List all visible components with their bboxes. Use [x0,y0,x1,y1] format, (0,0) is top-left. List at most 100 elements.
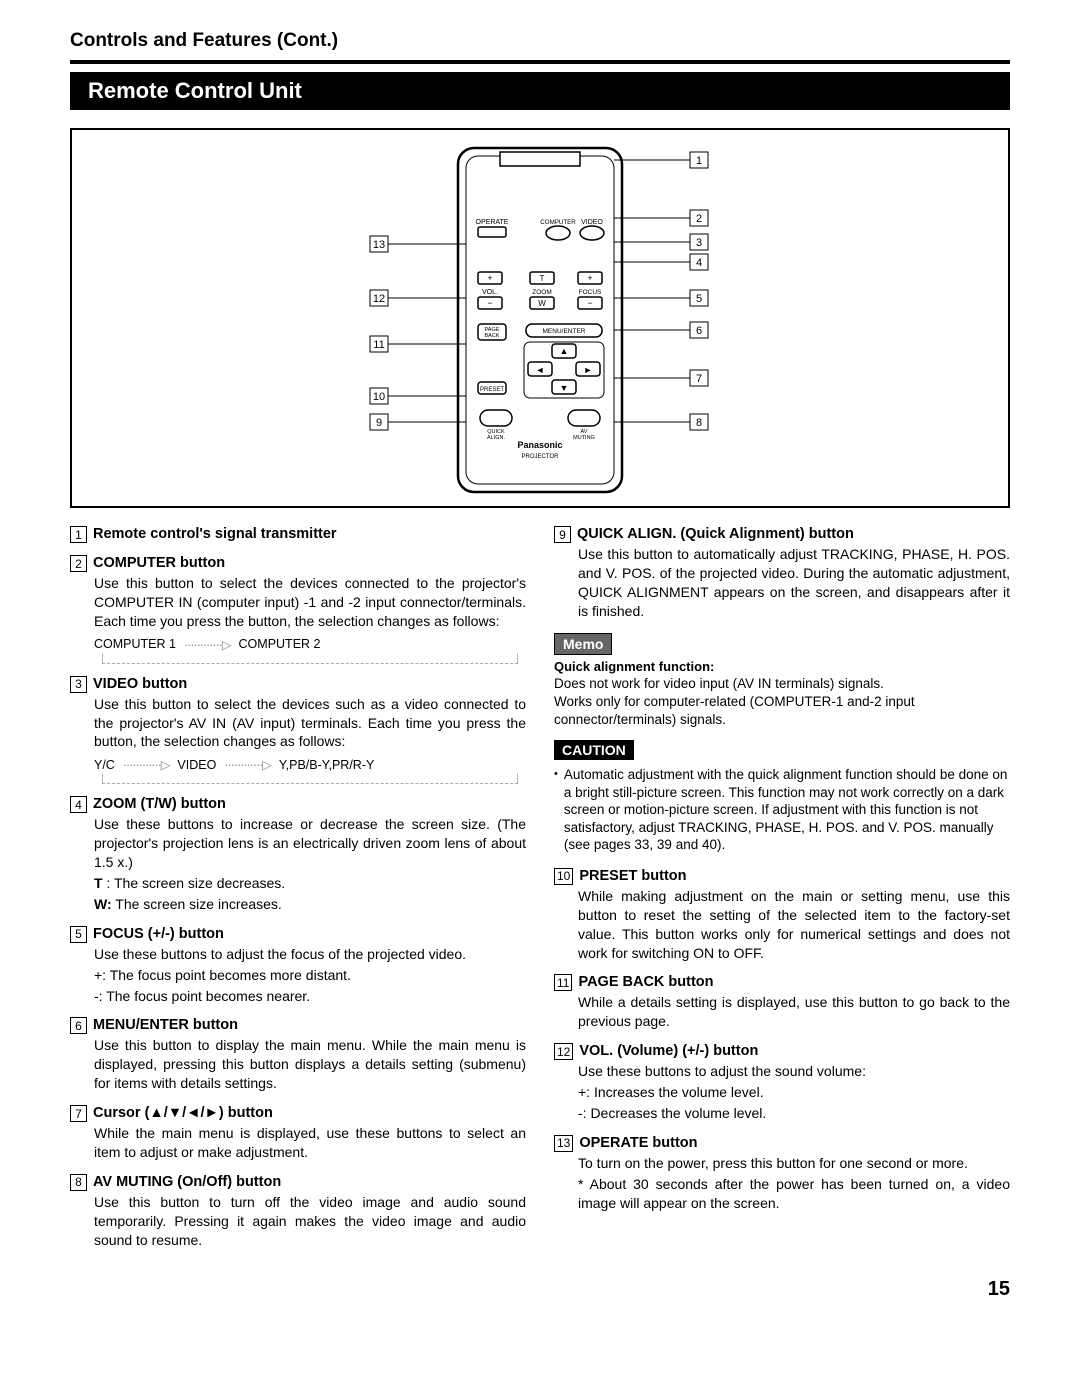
item-title: Cursor (▲/▼/◄/►) button [93,1105,273,1121]
item-body: Use these buttons to adjust the sound vo… [578,1062,1010,1123]
item-title: VIDEO button [93,676,187,692]
svg-text:BACK: BACK [485,333,500,339]
item-title: QUICK ALIGN. (Quick Alignment) button [577,526,854,542]
svg-text:OPERATE: OPERATE [476,219,509,226]
item-title: COMPUTER button [93,555,225,571]
item-number: 4 [70,796,87,813]
caution-body: •Automatic adjustment with the quick ali… [554,766,1010,854]
memo-label: Memo [554,633,612,655]
item-title: ZOOM (T/W) button [93,796,226,812]
svg-text:▲: ▲ [560,346,569,356]
item-title: Remote control's signal transmitter [93,526,337,542]
item-body: Use this button to display the main menu… [94,1036,526,1093]
item-number: 10 [554,868,573,885]
svg-text:ALIGN.: ALIGN. [487,435,506,441]
svg-text:W: W [538,299,546,308]
svg-text:Panasonic: Panasonic [517,440,562,450]
svg-text:11: 11 [373,339,384,351]
cycle-diagram: Y/C ············▷ VIDEO ············▷ Y,… [94,757,526,784]
item-2: 2 COMPUTER button Use this button to selec… [70,555,526,664]
caution-label: CAUTION [554,740,634,760]
item-number: 13 [554,1135,573,1152]
svg-text:9: 9 [376,417,382,429]
item-title: VOL. (Volume) (+/-) button [579,1043,758,1059]
remote-svg: OPERATE COMPUTER VIDEO + VOL. − T ZOOM W… [100,142,980,498]
section-banner: Remote Control Unit [70,72,1010,110]
svg-text:3: 3 [696,237,702,249]
svg-text:−: − [487,298,492,308]
item-body: To turn on the power, press this button … [578,1154,1010,1213]
svg-text:10: 10 [373,391,385,403]
item-body: Use these buttons to adjust the focus of… [94,945,526,1006]
caution-block: CAUTION •Automatic adjustment with the qu… [554,740,1010,854]
item-3: 3 VIDEO button Use this button to select t… [70,676,526,785]
svg-text:◄: ◄ [536,365,545,375]
svg-text:8: 8 [696,417,702,429]
page-header: Controls and Features (Cont.) [70,30,1010,52]
item-body: While a details setting is displayed, us… [578,993,1010,1031]
svg-text:ZOOM: ZOOM [532,289,552,296]
item-number: 5 [70,926,87,943]
right-column: 9 QUICK ALIGN. (Quick Alignment) button Us… [554,526,1010,1262]
svg-text:+: + [587,273,592,283]
item-7: 7Cursor (▲/▼/◄/►) buttonWhile the main m… [70,1105,526,1162]
item-number: 2 [70,555,87,572]
item-body: While making adjustment on the main or s… [578,887,1010,963]
item-body: Use these buttons to increase or decreas… [94,815,526,913]
item-8: 8 AV MUTING (On/Off) button Use this butto… [70,1174,526,1250]
header-rule [70,60,1010,64]
svg-text:13: 13 [373,239,385,251]
svg-text:T: T [540,274,545,283]
item-number: 1 [70,526,87,543]
item-number: 6 [70,1017,87,1034]
svg-text:PRESET: PRESET [480,387,504,393]
item-number: 12 [554,1043,573,1060]
remote-diagram: OPERATE COMPUTER VIDEO + VOL. − T ZOOM W… [70,128,1010,508]
svg-text:5: 5 [696,293,702,305]
item-title: FOCUS (+/-) button [93,926,224,942]
item-title: PRESET button [579,868,686,884]
memo-body: Quick alignment function:Does not work f… [554,659,1010,729]
item-body: Use this button to select the devices co… [94,574,526,631]
item-13: 13OPERATE buttonTo turn on the power, pr… [554,1135,1010,1213]
item-title: MENU/ENTER button [93,1017,238,1033]
svg-text:VIDEO: VIDEO [581,219,603,226]
svg-text:4: 4 [696,257,702,269]
item-number: 7 [70,1105,87,1122]
svg-text:−: − [587,298,592,308]
svg-text:COMPUTER: COMPUTER [540,219,576,226]
item-number: 3 [70,676,87,693]
svg-text:VOL.: VOL. [482,289,498,296]
memo-block: Memo Quick alignment function:Does not wo… [554,633,1010,729]
item-body: Use this button to turn off the video im… [94,1193,526,1250]
svg-text:►: ► [584,365,593,375]
item-10: 10 PRESET button While making adjustment o… [554,868,1010,963]
item-12: 12 VOL. (Volume) (+/-) button Use these bu… [554,1043,1010,1123]
svg-text:1: 1 [696,155,702,167]
svg-text:PROJECTOR: PROJECTOR [522,454,560,460]
left-column: 1 Remote control's signal transmitter 2 COM… [70,526,526,1262]
svg-text:▼: ▼ [560,383,569,393]
item-body: Use this button to select the devices su… [94,695,526,752]
item-number: 8 [70,1174,87,1191]
item-title: PAGE BACK button [578,974,713,990]
item-number: 9 [554,526,571,543]
svg-text:MENU/ENTER: MENU/ENTER [543,328,586,335]
item-number: 11 [554,974,572,991]
content-columns: 1 Remote control's signal transmitter 2 COM… [70,526,1010,1262]
svg-text:FOCUS: FOCUS [579,289,602,296]
item-4: 4 ZOOM (T/W) button Use these buttons to i… [70,796,526,913]
cycle-diagram: COMPUTER 1 ············▷ COMPUTER 2 [94,637,526,664]
page-number: 15 [70,1278,1010,1301]
item-title: AV MUTING (On/Off) button [93,1174,281,1190]
svg-text:7: 7 [696,373,702,385]
item-6: 6 MENU/ENTER button Use this button to dis… [70,1017,526,1093]
item-11: 11 PAGE BACK button While a details settin… [554,974,1010,1031]
svg-text:2: 2 [696,213,702,225]
svg-text:6: 6 [696,325,702,337]
item-5: 5 FOCUS (+/-) button Use these buttons to … [70,926,526,1006]
item-9: 9 QUICK ALIGN. (Quick Alignment) button Us… [554,526,1010,621]
svg-text:12: 12 [373,293,385,305]
item-body: Use this button to automatically adjust … [578,545,1010,621]
item-1: 1 Remote control's signal transmitter [70,526,526,543]
